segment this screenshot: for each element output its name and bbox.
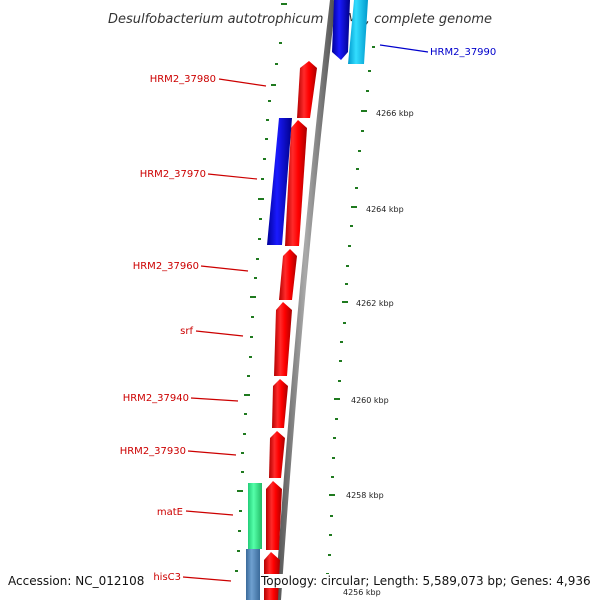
gene-feature-hrm2-37930[interactable] bbox=[269, 431, 285, 478]
gene-label-mate[interactable]: matE bbox=[157, 507, 183, 518]
gene-feature-hrm2-37970-fwd[interactable] bbox=[285, 120, 307, 246]
gene-label-hrm2-37930[interactable]: HRM2_37930 bbox=[120, 446, 186, 457]
accession-text: Accession: NC_012108 bbox=[8, 574, 145, 588]
leader-lines bbox=[182, 44, 429, 582]
gene-label-hrm2-37940[interactable]: HRM2_37940 bbox=[123, 393, 189, 404]
backbone-arc bbox=[275, 0, 336, 600]
kbp-label: 4258 kbp bbox=[346, 491, 384, 500]
topology-text: Topology: circular; Length: 5,589,073 bp… bbox=[261, 574, 591, 588]
gene-label-srf[interactable]: srf bbox=[180, 326, 193, 337]
kbp-label: 4260 kbp bbox=[351, 396, 389, 405]
gene-feature-mate[interactable] bbox=[266, 481, 282, 550]
gene-feature-hrm2-37940[interactable] bbox=[272, 379, 288, 428]
kbp-label: 4266 kbp bbox=[376, 109, 414, 118]
gene-label-hisc3[interactable]: hisC3 bbox=[153, 572, 181, 583]
map-title: Desulfobacterium autotrophicum HRM2, com… bbox=[108, 12, 492, 27]
gene-feature-blue[interactable] bbox=[332, 0, 350, 60]
kbp-label: 4256 kbp bbox=[343, 588, 381, 597]
gene-feature-cyan[interactable] bbox=[348, 0, 368, 64]
gene-label-hrm2-37960[interactable]: HRM2_37960 bbox=[133, 261, 199, 272]
kbp-label: 4262 kbp bbox=[356, 299, 394, 308]
gene-label-hrm2-37980[interactable]: HRM2_37980 bbox=[150, 74, 216, 85]
outer-tick-marks bbox=[326, 46, 375, 575]
feature-steel[interactable] bbox=[246, 549, 260, 600]
inner-tick-marks bbox=[235, 3, 287, 572]
kbp-label: 4264 kbp bbox=[366, 205, 404, 214]
gene-label-hrm2-37970[interactable]: HRM2_37970 bbox=[140, 169, 206, 180]
gene-feature-hrm2-37960[interactable] bbox=[279, 249, 297, 300]
gene-feature-srf[interactable] bbox=[274, 302, 292, 376]
gene-label-hrm2-37990[interactable]: HRM2_37990 bbox=[430, 47, 496, 58]
gene-feature-hrm2-37970-rev[interactable] bbox=[267, 118, 292, 245]
feature-green[interactable] bbox=[248, 483, 262, 549]
gene-feature-hrm2-37980[interactable] bbox=[297, 61, 317, 118]
